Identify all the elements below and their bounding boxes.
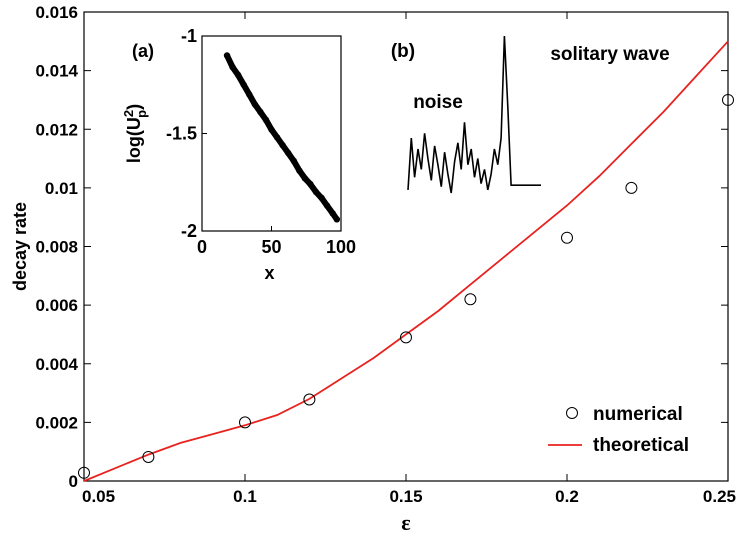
inset-a-point — [273, 134, 281, 141]
inset-a-x-tick-label: 0 — [197, 237, 207, 257]
inset-a-point — [240, 81, 247, 88]
inset-a-point — [268, 126, 275, 133]
inset-a-x-label: x — [264, 263, 274, 283]
inset-b-panel-label: (b) — [391, 41, 415, 62]
inset-a-point — [257, 108, 264, 116]
x-tick-label: 0.15 — [389, 487, 422, 506]
inset-a-point — [246, 91, 253, 98]
x-axis-label: ε — [401, 510, 410, 535]
inset-a-point — [333, 216, 341, 223]
inset-a-y-label: log(U2p) — [121, 104, 149, 163]
series-theoretical-line — [83, 40, 729, 482]
legend-marker-numerical — [566, 407, 578, 419]
x-tick-label: 0.2 — [555, 487, 579, 506]
inset-a-x-tick-label: 50 — [261, 237, 281, 257]
point-numerical — [303, 393, 316, 406]
y-tick-label: 0.012 — [35, 120, 78, 139]
annotation-noise: noise — [413, 92, 463, 113]
inset-a-point — [323, 202, 331, 209]
x-tick-label: 0.25 — [703, 487, 736, 506]
point-numerical — [239, 416, 251, 429]
inset-a-point — [279, 142, 286, 149]
inset-a: 0 50 100 -2 -1.5 -1 x log(U2p) (a) — [121, 26, 356, 283]
inset-a-y-tick-label: -1.5 — [166, 124, 197, 144]
inset-a-point — [290, 157, 297, 164]
point-numerical — [561, 231, 573, 244]
inset-a-point — [318, 194, 325, 202]
inset-a-point — [234, 71, 242, 79]
y-tick-label: 0.014 — [35, 62, 78, 81]
inset-a-point — [251, 101, 259, 108]
y-tick-label: 0 — [69, 472, 78, 491]
inset-a-point — [229, 63, 236, 71]
inset-a-panel-label: (a) — [132, 41, 154, 61]
y-tick-label: 0.006 — [35, 296, 78, 315]
inset-a-point — [301, 175, 309, 182]
y-tick-label: 0.002 — [35, 413, 78, 432]
point-numerical — [142, 450, 155, 463]
y-tick-label: 0.01 — [45, 179, 78, 198]
point-numerical — [78, 466, 90, 479]
y-axis-label: decay rate — [10, 202, 30, 291]
x-tick-label: 0.1 — [233, 487, 257, 506]
inset-a-x-tick-label: 100 — [326, 237, 356, 257]
inset-a-point — [284, 149, 292, 157]
legend-label-theoretical: theoretical — [593, 435, 689, 456]
inset-a-point — [262, 116, 270, 124]
point-numerical — [722, 93, 734, 106]
point-numerical — [625, 181, 638, 194]
main-plot: 0.05 0.1 0.15 0.2 0.25 0 0.002 0.004 0.006 0.008 0… — [10, 3, 736, 535]
legend-label-numerical: numerical — [593, 404, 683, 425]
inset-a-y-tick-label: -1 — [181, 26, 197, 46]
inset-a-point — [223, 52, 231, 59]
y-tick-label: 0.016 — [35, 3, 78, 22]
x-tick-label: 0.05 — [82, 487, 115, 506]
y-tick-label: 0.004 — [35, 355, 78, 374]
inset-b-trace — [407, 35, 541, 194]
inset-a-point — [312, 188, 320, 196]
legend: numerical theoretical — [548, 404, 689, 456]
inset-a-y-tick-label: -2 — [181, 221, 197, 241]
inset-a-point — [307, 181, 314, 188]
annotation-solitary-wave: solitary wave — [550, 44, 669, 65]
inset-b: (b) noise solitary wave — [391, 35, 670, 194]
point-numerical — [400, 331, 412, 344]
inset-a-point — [296, 167, 303, 174]
inset-a-point — [329, 210, 336, 217]
point-numerical — [464, 293, 477, 306]
y-tick-label: 0.008 — [35, 238, 78, 257]
